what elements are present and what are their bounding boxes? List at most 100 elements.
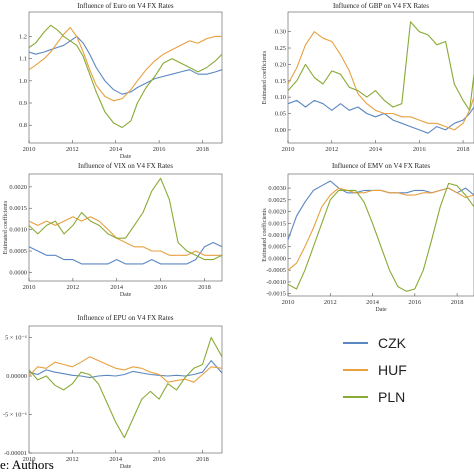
y-tick-label: 0.00000: [6, 373, 27, 380]
series-line-huf: [287, 187, 474, 271]
x-tick-label: 2016: [408, 299, 421, 306]
plot-frame: [28, 11, 223, 144]
x-tick-label: 2012: [66, 456, 79, 463]
x-tick-label: 2018: [196, 146, 209, 153]
x-tick-label: 2014: [110, 284, 124, 291]
series-line-pln: [28, 336, 223, 439]
x-tick-label: 2012: [66, 284, 79, 291]
legend-item-czk: CZK: [343, 335, 407, 351]
y-tick-label: 0.0020: [268, 209, 286, 216]
y-tick-label: 0.0005: [9, 248, 27, 255]
x-tick-label: 2014: [109, 456, 123, 463]
x-tick-label: 2012: [325, 146, 338, 153]
y-tick-label: 0.10: [275, 94, 286, 101]
y-tick-label: 0.15: [275, 78, 286, 85]
x-tick-label: 2010: [282, 146, 295, 153]
y-tick-label: 0.0010: [9, 227, 27, 234]
plot-frame: [287, 173, 474, 297]
y-tick-label: 0.0020: [9, 184, 27, 191]
chart-panel-3: Influence of VIX on V4 FX Rates 2010 2012 2…: [2, 162, 223, 298]
x-tick-label: 2012: [324, 299, 337, 306]
y-tick-label: -0.0005: [266, 267, 286, 274]
series-line-pln: [28, 177, 223, 261]
series-line-pln: [287, 182, 474, 292]
x-tick-label: 2018: [196, 456, 209, 463]
series-line-huf: [287, 31, 474, 131]
chart-panel-5: Influence of EPU on V4 FX Rates 2010 2012 2…: [3, 314, 223, 470]
y-tick-label: 0.0025: [268, 197, 286, 204]
x-tick-label: 2016: [154, 284, 167, 291]
y-tick-label: 0.0015: [9, 205, 27, 212]
x-tick-label: 2018: [457, 146, 470, 153]
series-line-czk: [28, 241, 223, 265]
y-tick-label: 0.0000: [9, 269, 27, 276]
y-tick-label: 0.25: [275, 45, 286, 52]
y-tick-label: -0.00001: [4, 450, 27, 457]
series-line-huf: [28, 26, 222, 102]
series-line-czk: [28, 35, 223, 95]
chart-title: Influence of Euro on V4 FX Rates: [77, 2, 174, 10]
x-tick-label: 2010: [23, 456, 36, 463]
y-tick-label: 0.0005: [268, 244, 286, 251]
legend-label-huf: HUF: [378, 362, 407, 378]
x-axis-label: Date: [120, 154, 132, 160]
x-tick-label: 2010: [23, 146, 36, 153]
y-tick-label: -0.0010: [266, 279, 286, 286]
series-line-pln: [28, 24, 223, 129]
chart-title: Influence of EMV on V4 FX Rates: [332, 162, 430, 170]
plot-frame: [28, 325, 223, 454]
y-tick-label: 0.20: [275, 61, 286, 68]
legend-item-pln: PLN: [343, 389, 405, 405]
y-tick-label: 1.0: [19, 78, 27, 85]
chart-title: Influence of GBP on V4 FX Rates: [333, 2, 429, 10]
chart-panel-4: Influence of EMV on V4 FX Rates 2010 2012 2…: [261, 162, 474, 313]
y-tick-label: -5 × 10⁻⁶: [3, 412, 27, 419]
y-tick-label: 0.9: [19, 100, 27, 107]
x-axis-label: Date: [375, 307, 387, 313]
x-tick-label: 2016: [413, 146, 426, 153]
x-axis-label: Date: [120, 464, 132, 470]
x-tick-label: 2016: [153, 456, 166, 463]
y-tick-label: 0.0000: [268, 255, 286, 262]
x-tick-label: 2010: [282, 299, 295, 306]
y-tick-label: 0.8: [19, 122, 27, 129]
legend-label-czk: CZK: [378, 335, 407, 351]
x-tick-label: 2014: [369, 146, 383, 153]
series-line-czk: [287, 99, 474, 134]
x-tick-label: 2016: [153, 146, 166, 153]
x-tick-label: 2010: [23, 284, 36, 291]
y-tick-label: 1.2: [19, 33, 27, 40]
chart-title: Influence of VIX on V4 FX Rates: [78, 162, 173, 170]
series-line-pln: [287, 21, 474, 111]
y-tick-label: 1.1: [19, 56, 27, 63]
y-tick-label: 0.00: [275, 127, 286, 134]
x-tick-label: 2018: [198, 284, 211, 291]
series-line-czk: [28, 360, 223, 379]
x-tick-label: 2014: [109, 146, 123, 153]
x-tick-label: 2018: [451, 299, 464, 306]
y-axis-label: Estimated coefficients: [261, 208, 268, 262]
plot-frame: [287, 11, 474, 144]
x-tick-label: 2012: [66, 146, 79, 153]
chart-panel-2: Influence of GBP on V4 FX Rates 2010 2012 2…: [261, 2, 474, 153]
y-axis-label: Estimated coefficients: [2, 200, 9, 254]
y-tick-label: 0.0015: [268, 220, 286, 227]
y-axis-label: Estimated coefficients: [261, 50, 268, 104]
chart-title: Influence of EPU on V4 FX Rates: [78, 314, 174, 322]
chart-panel-1: Influence of Euro on V4 FX Rates 2010 2012…: [19, 2, 223, 160]
legend-item-huf: HUF: [343, 362, 407, 378]
y-tick-label: 0.0030: [268, 185, 286, 192]
y-tick-label: 0.30: [275, 29, 286, 36]
x-tick-label: 2014: [366, 299, 380, 306]
series-line-huf: [28, 356, 223, 383]
y-tick-label: 0.05: [275, 111, 286, 118]
source-note: e: Authors: [0, 457, 54, 472]
y-tick-label: -0.0015: [266, 291, 286, 298]
legend-label-pln: PLN: [378, 389, 405, 405]
plot-frame: [28, 173, 223, 282]
series-line-huf: [28, 216, 222, 256]
x-axis-label: Date: [120, 292, 132, 298]
y-tick-label: 5 × 10⁻⁶: [5, 335, 27, 342]
